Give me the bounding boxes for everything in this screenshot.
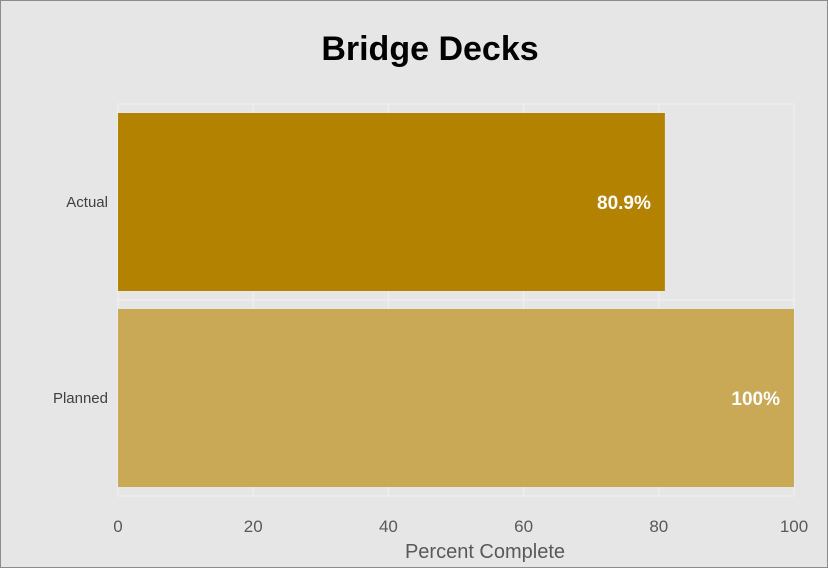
category-labels: Actual Planned: [53, 194, 108, 407]
data-label-actual: 80.9%: [597, 193, 651, 214]
x-tick-labels: 0 20 40 60 80 100: [113, 517, 808, 536]
bars: 80.9% 100%: [118, 113, 794, 487]
category-label-actual: Actual: [66, 194, 108, 211]
bar-actual: [118, 113, 665, 291]
data-label-planned: 100%: [731, 389, 780, 410]
x-tick-label: 80: [649, 517, 668, 536]
category-label-planned: Planned: [53, 390, 108, 407]
chart-title: Bridge Decks: [321, 30, 538, 68]
x-tick-label: 60: [514, 517, 533, 536]
x-tick-label: 40: [379, 517, 398, 536]
x-tick-label: 0: [113, 517, 122, 536]
x-tick-label: 20: [244, 517, 263, 536]
bar-planned: [118, 309, 794, 487]
x-axis-title: Percent Complete: [405, 541, 565, 563]
x-tick-label: 100: [780, 517, 808, 536]
